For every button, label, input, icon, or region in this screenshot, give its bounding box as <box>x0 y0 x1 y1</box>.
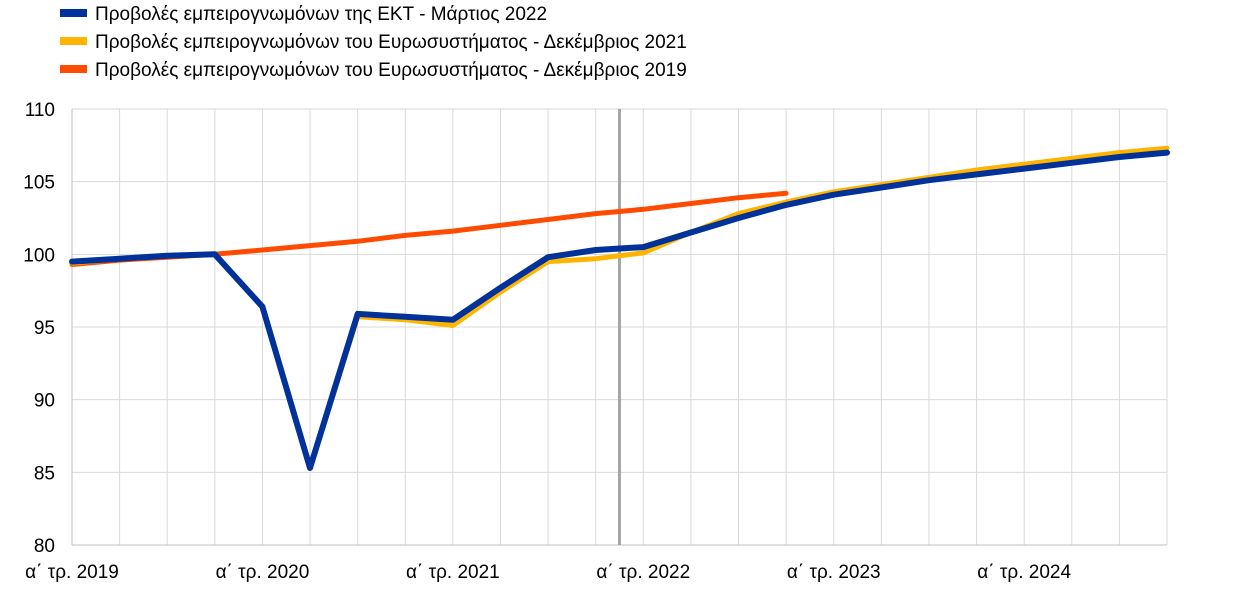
chart-series <box>69 145 1170 471</box>
x-tick-label: α΄ τρ. 2024 <box>977 562 1071 583</box>
y-tick-label: 110 <box>25 100 55 121</box>
chart-legend: Προβολές εμπειρογνωμόνων της ΕΚΤ - Μάρτι… <box>60 4 687 81</box>
legend-label: Προβολές εμπειρογνωμόνων του Ευρωσυστήμα… <box>95 60 687 81</box>
y-tick-label: 80 <box>34 536 55 557</box>
legend-label: Προβολές εμπειρογνωμόνων του Ευρωσυστήμα… <box>95 32 687 53</box>
x-tick-label: α΄ τρ. 2019 <box>25 562 119 583</box>
x-tick-label: α΄ τρ. 2022 <box>596 562 690 583</box>
x-tick-label: α΄ τρ. 2021 <box>406 562 500 583</box>
legend-swatch <box>60 9 87 17</box>
y-tick-label: 85 <box>34 463 55 484</box>
y-tick-label: 105 <box>23 173 55 194</box>
y-axis-ticks: 80 85 90 95 100 105 110 <box>23 100 55 557</box>
y-tick-label: 90 <box>34 391 55 412</box>
legend-label: Προβολές εμπειρογνωμόνων της ΕΚΤ - Μάρτι… <box>95 4 547 25</box>
x-tick-label: α΄ τρ. 2023 <box>787 562 881 583</box>
x-tick-label: α΄ τρ. 2020 <box>216 562 310 583</box>
legend-swatch <box>60 37 87 45</box>
series-line-2 <box>69 149 1170 471</box>
legend-swatch <box>60 65 87 73</box>
y-tick-label: 100 <box>23 245 55 266</box>
y-tick-label: 95 <box>34 318 55 339</box>
x-axis-ticks: α΄ τρ. 2019 α΄ τρ. 2020 α΄ τρ. 2021 α΄ τρ. … <box>25 562 1071 583</box>
